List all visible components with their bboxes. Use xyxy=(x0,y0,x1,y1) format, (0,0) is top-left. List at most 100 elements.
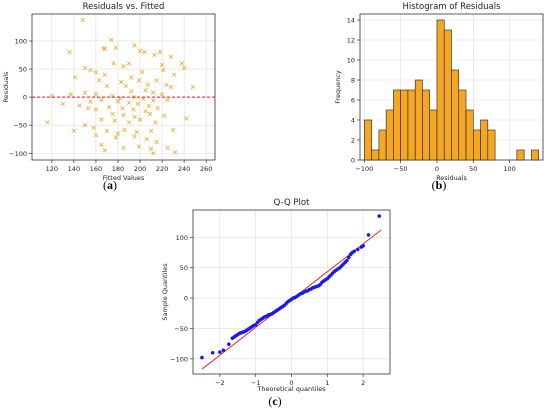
marker-stroke xyxy=(142,50,147,55)
x-tick-label: 1 xyxy=(325,379,329,387)
marker-stroke xyxy=(161,67,166,73)
x-tick-label: −100 xyxy=(355,165,373,173)
marker-stroke xyxy=(104,128,110,133)
histogram-bar xyxy=(436,19,445,161)
data-point-x-marker xyxy=(126,100,132,105)
data-point-x-marker xyxy=(121,64,126,69)
marker-stroke xyxy=(112,118,117,123)
marker-stroke xyxy=(126,120,132,125)
data-point-x-marker xyxy=(104,83,110,89)
marker-stroke xyxy=(99,117,104,122)
marker-stroke xyxy=(134,129,139,135)
data-point-x-marker xyxy=(104,128,110,133)
marker-stroke xyxy=(86,106,91,111)
data-point-x-marker xyxy=(126,120,132,125)
histogram-bar xyxy=(400,89,409,161)
histogram-bar xyxy=(487,129,496,161)
marker-stroke xyxy=(162,113,167,118)
marker-stroke xyxy=(148,146,154,151)
y-tick-label: 100 xyxy=(15,37,27,45)
marker-stroke xyxy=(154,139,159,145)
marker-stroke xyxy=(172,72,177,77)
y-axis-label: Residuals xyxy=(2,71,10,102)
marker-stroke xyxy=(132,43,137,48)
x-tick-label: −1 xyxy=(251,379,261,387)
data-point-x-marker xyxy=(131,107,136,112)
data-point-x-marker xyxy=(45,120,50,125)
data-point-x-marker xyxy=(68,92,73,97)
y-tick-label: 0 xyxy=(184,295,188,303)
data-point-x-marker xyxy=(99,97,104,103)
marker-stroke xyxy=(104,83,110,89)
plot-frame xyxy=(31,13,216,161)
data-point-x-marker xyxy=(142,50,147,55)
data-point-x-marker xyxy=(143,108,148,114)
data-point xyxy=(366,233,371,237)
data-point-x-marker xyxy=(136,78,142,83)
data-point-x-marker xyxy=(122,127,127,132)
x-tick-label: 220 xyxy=(156,165,168,173)
data-point-x-marker xyxy=(172,72,177,77)
marker-stroke xyxy=(126,100,132,105)
marker-stroke xyxy=(122,127,127,132)
data-point-x-marker xyxy=(132,114,137,119)
data-point-x-marker xyxy=(93,70,99,75)
marker-stroke xyxy=(179,61,185,66)
data-point-x-marker xyxy=(93,92,99,97)
data-point xyxy=(347,255,351,260)
data-point-x-marker xyxy=(93,133,99,138)
data-point-x-marker xyxy=(148,128,154,133)
data-point xyxy=(355,247,360,252)
data-point-x-marker xyxy=(82,90,88,95)
data-point-x-marker xyxy=(152,52,157,58)
marker-stroke xyxy=(111,61,116,66)
data-point-x-marker xyxy=(102,46,107,51)
data-point-x-marker xyxy=(145,82,150,87)
data-point-x-marker xyxy=(170,127,176,132)
qq-plot-chart: −2 −1 0 1 2 −100 −50 0 50 100 Q-Q Plot Theoretical … xyxy=(161,198,391,393)
marker-stroke xyxy=(164,82,169,87)
marker-stroke xyxy=(93,133,99,138)
marker-stroke xyxy=(181,65,187,71)
marker-stroke xyxy=(136,144,142,149)
data-point-x-marker xyxy=(184,116,189,121)
data-point-x-marker xyxy=(129,89,134,94)
data-point-x-marker xyxy=(134,129,139,135)
marker-stroke xyxy=(123,83,128,89)
data-point-x-marker xyxy=(157,50,163,55)
data-point-x-marker xyxy=(159,62,165,68)
y-tick-label: 0 xyxy=(351,157,355,165)
x-tick-label: 0 xyxy=(289,379,293,387)
histogram-chart: −100 −50 0 50 100 0 2 4 6 8 10 12 14 Histogram of Res… xyxy=(334,2,544,182)
data-point-x-marker xyxy=(164,82,169,87)
data-point-x-marker xyxy=(119,79,124,85)
marker-stroke xyxy=(102,46,107,51)
x-tick-label: −2 xyxy=(215,379,225,387)
data-point-x-marker xyxy=(126,61,132,66)
marker-stroke xyxy=(136,78,142,83)
marker-stroke xyxy=(151,151,156,156)
marker-stroke xyxy=(129,75,134,80)
marker-stroke xyxy=(115,131,121,136)
data-point-x-marker xyxy=(102,72,107,77)
histogram-bar xyxy=(480,119,489,161)
data-point-x-marker xyxy=(143,88,148,93)
x-tick-label: 0 xyxy=(435,165,439,173)
histogram-bar xyxy=(429,109,438,161)
data-point-x-marker xyxy=(137,48,143,54)
x-tick-label: 2 xyxy=(361,379,365,387)
x-tick-label: 140 xyxy=(68,165,80,173)
y-tick-label: 12 xyxy=(347,37,355,45)
data-point-x-marker xyxy=(147,111,153,117)
marker-stroke xyxy=(82,90,88,95)
data-point-x-marker xyxy=(168,84,174,90)
chart-title: Residuals vs. Fitted xyxy=(83,2,165,12)
x-axis-label: Residuals xyxy=(436,174,467,182)
marker-stroke xyxy=(129,89,134,94)
y-axis-label: Sample Quantiles xyxy=(161,263,169,321)
marker-stroke xyxy=(91,125,96,131)
marker-stroke xyxy=(99,97,104,103)
data-point xyxy=(352,249,356,254)
data-point-x-marker xyxy=(120,106,125,111)
data-point-x-marker xyxy=(82,123,88,128)
